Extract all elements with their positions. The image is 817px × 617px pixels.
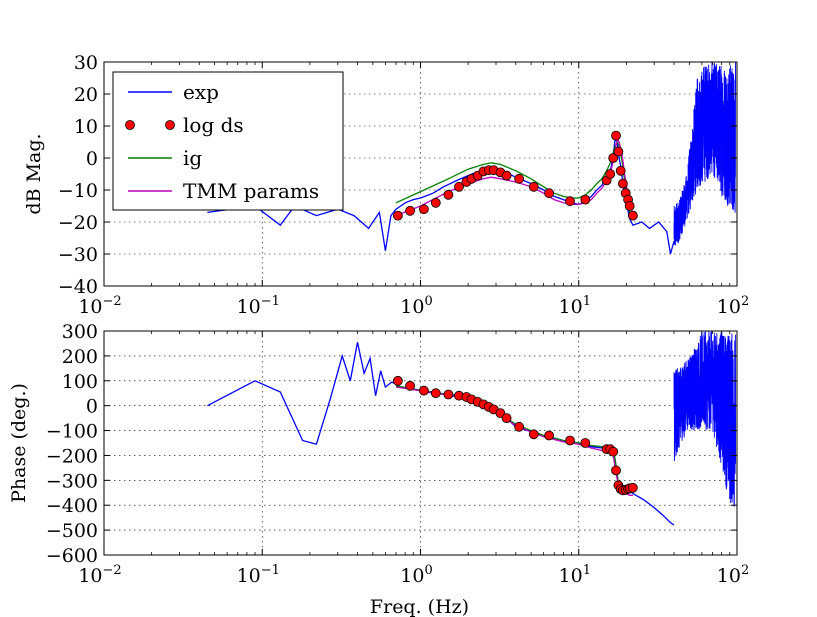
series-line-exp <box>207 342 675 526</box>
data-point-log-ds <box>608 153 619 163</box>
legend-box <box>112 71 344 211</box>
y-tick-label: −100 <box>46 421 98 443</box>
legend-marker <box>165 120 175 130</box>
ticks <box>103 61 738 287</box>
y-axis-label: Phase (deg.) <box>8 383 30 503</box>
y-tick-label: 10 <box>74 116 98 138</box>
y-tick-label: −10 <box>58 180 98 202</box>
data-point-log-ds <box>418 385 429 396</box>
data-point-log-ds <box>405 205 416 216</box>
x-tick-label: 10−2 <box>78 563 121 587</box>
data-point-log-ds <box>613 146 624 157</box>
y-tick-label: −500 <box>46 520 98 542</box>
legend-label: TMM params <box>183 179 319 203</box>
x-tick-label: 101 <box>559 563 591 587</box>
legend-label: exp <box>183 80 219 104</box>
legend-marker <box>125 120 135 130</box>
x-tick-label: 101 <box>559 294 591 318</box>
data-point-log-ds <box>405 380 416 391</box>
data-point-log-ds <box>580 194 591 205</box>
y-tick-label: 100 <box>62 371 98 393</box>
y-tick-label: 300 <box>62 321 98 343</box>
series-line-ig <box>395 140 634 220</box>
data-point-log-ds <box>501 413 512 424</box>
series-noise-exp <box>673 331 737 507</box>
series-noise-exp <box>673 62 737 246</box>
x-tick-label: 10−1 <box>237 563 280 587</box>
data-point-log-ds <box>392 375 403 386</box>
data-point-log-ds <box>611 465 621 476</box>
series-line-ig <box>395 385 634 494</box>
series-line-tmm-params <box>395 386 633 496</box>
y-tick-label: −300 <box>46 470 98 492</box>
data-point-log-ds <box>628 482 638 493</box>
data-point-log-ds <box>624 201 635 211</box>
data-point-log-ds <box>392 210 403 221</box>
legend-item: ig <box>128 146 202 170</box>
legend: exp log ds ig TMM params <box>112 71 344 211</box>
data-point-log-ds <box>628 210 638 221</box>
data-point-log-ds <box>615 165 626 176</box>
data-point-log-ds <box>605 169 616 179</box>
x-tick-label: 102 <box>717 563 749 587</box>
y-tick-label: 200 <box>62 346 98 368</box>
data-point-log-ds <box>618 178 628 189</box>
data-point-log-ds <box>544 188 554 199</box>
x-tick-label: 100 <box>400 563 432 587</box>
data-point-log-ds <box>430 197 441 208</box>
data-point-log-ds <box>443 189 454 200</box>
data-point-log-ds <box>565 196 575 207</box>
data-point-log-ds <box>501 170 512 181</box>
data-point-log-ds <box>608 446 619 457</box>
legend-item: exp <box>128 80 219 104</box>
data-point-log-ds <box>514 173 524 184</box>
data-point-log-ds <box>443 389 454 400</box>
y-tick-label: −600 <box>46 545 98 567</box>
data-point-log-ds <box>454 181 464 192</box>
x-tick-label: 102 <box>717 294 749 318</box>
data-point-log-ds <box>528 181 539 192</box>
ticks <box>103 330 738 556</box>
y-tick-label: 20 <box>74 84 98 106</box>
y-tick-label: −400 <box>46 495 98 517</box>
plot-area <box>207 331 737 526</box>
y-tick-label: 0 <box>86 396 98 418</box>
x-tick-label: 10−2 <box>78 294 121 318</box>
y-tick-label: −30 <box>58 244 98 266</box>
grid <box>104 331 737 555</box>
legend-label: ig <box>183 146 202 170</box>
data-point-log-ds <box>611 130 621 141</box>
legend-item: log ds <box>125 113 244 137</box>
data-point-log-ds <box>430 388 441 399</box>
y-tick-label: −200 <box>46 445 98 467</box>
y-axis-label: dB Mag. <box>23 133 45 214</box>
x-tick-label: 100 <box>400 294 432 318</box>
legend-item: TMM params <box>128 179 319 203</box>
data-point-log-ds <box>544 430 554 441</box>
legend-label: log ds <box>183 113 244 137</box>
data-point-log-ds <box>565 435 575 446</box>
y-tick-label: −40 <box>58 276 98 298</box>
x-axis-label: Freq. (Hz) <box>370 596 469 617</box>
y-tick-label: 0 <box>86 148 98 170</box>
data-point-log-ds <box>514 421 524 432</box>
y-tick-label: 30 <box>74 52 98 74</box>
data-point-log-ds <box>528 429 539 440</box>
data-point-log-ds <box>418 204 429 215</box>
y-tick-label: −20 <box>58 212 98 234</box>
data-point-log-ds <box>580 438 591 448</box>
plot-area <box>207 62 737 255</box>
x-tick-label: 10−1 <box>237 294 280 318</box>
phase-plot: 10−2 10−1 100 101 102 300 200 100 0 −100−200 −300 −… <box>8 321 749 617</box>
